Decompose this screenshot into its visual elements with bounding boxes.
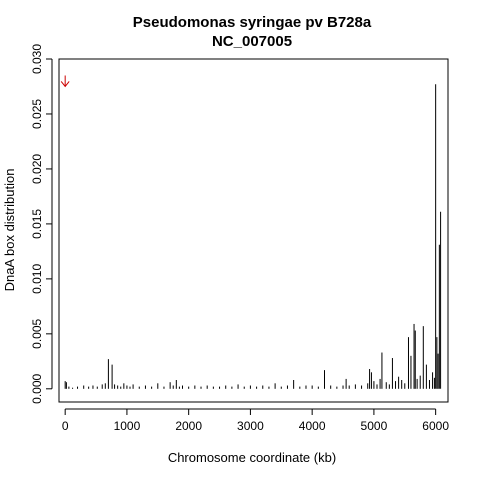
x-tick-label: 5000 [361, 419, 388, 433]
x-tick-label: 2000 [175, 419, 202, 433]
annotation-arrow [60, 75, 70, 88]
y-tick-label: 0.010 [30, 264, 44, 294]
y-tick-label: 0.020 [30, 154, 44, 184]
data-bars [64, 84, 442, 389]
y-tick-label: 0.000 [30, 373, 44, 403]
x-tick-label: 3000 [237, 419, 264, 433]
y-tick-label: 0.005 [30, 318, 44, 348]
y-tick-label: 0.015 [30, 209, 44, 239]
x-axis: 0 1000 2000 3000 4000 5000 6000 [62, 408, 449, 433]
y-axis: 0.000 0.005 0.010 0.015 0.020 0.025 0.030 [30, 44, 53, 404]
y-tick-label: 0.030 [30, 44, 44, 74]
x-tick-label: 4000 [299, 419, 326, 433]
x-tick-label: 1000 [114, 419, 141, 433]
x-axis-label: Chromosome coordinate (kb) [168, 450, 336, 465]
y-tick-label: 0.025 [30, 99, 44, 129]
chart-subtitle: NC_007005 [212, 33, 292, 50]
x-tick-label: 0 [62, 419, 69, 433]
y-axis-label: DnaA box distribution [2, 169, 17, 292]
plot-frame [58, 58, 449, 403]
chart-title: Pseudomonas syringae pv B728a [133, 14, 372, 31]
x-tick-label: 6000 [422, 419, 449, 433]
